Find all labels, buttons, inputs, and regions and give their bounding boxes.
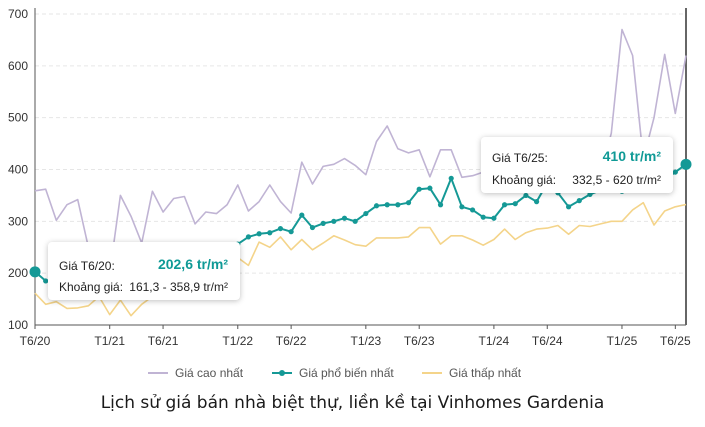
tooltip-right-value: 410 tr/m² (602, 148, 661, 164)
data-point (43, 278, 49, 284)
data-point (352, 218, 358, 224)
data-point (501, 202, 508, 208)
tooltip-right-range: 332,5 - 620 tr/m² (572, 173, 661, 187)
data-point (416, 186, 422, 192)
data-point (448, 175, 454, 181)
data-point (427, 185, 433, 191)
x-tick-label: T1/24 (479, 334, 510, 348)
data-point (512, 201, 518, 207)
data-point (288, 229, 294, 235)
data-point (320, 220, 326, 227)
data-point (533, 199, 540, 205)
data-point (587, 191, 593, 197)
y-tick-label: 400 (8, 163, 28, 177)
x-tick-label: T1/25 (607, 334, 638, 348)
tooltip-t6-25: Giá T6/25: 410 tr/m² Khoảng giá: 332,5 -… (481, 137, 673, 193)
data-point (29, 266, 41, 278)
tooltip-t6-20: Giá T6/20: 202,6 tr/m² Khoảng giá: 161,3… (48, 242, 240, 300)
data-point (491, 215, 497, 221)
tooltip-right-title: Giá T6/25: (492, 151, 548, 165)
data-point (566, 204, 572, 210)
data-point (469, 207, 476, 213)
x-tick-label: T1/21 (94, 334, 125, 348)
data-point (363, 210, 369, 217)
data-point (373, 203, 380, 209)
y-tick-label: 700 (8, 7, 28, 21)
legend-swatch-dot (279, 370, 285, 376)
tooltip-right-range-label: Khoảng giá: (492, 173, 557, 187)
data-point (341, 215, 348, 221)
x-tick-label: T6/20 (20, 334, 51, 348)
x-tick-label: T6/25 (660, 334, 691, 348)
legend-entry: Giá thấp nhất (449, 366, 522, 380)
data-point (672, 169, 678, 175)
data-point (277, 225, 284, 232)
series-line-2 (34, 201, 687, 317)
x-tick-label: T6/22 (276, 334, 307, 348)
data-point (395, 202, 401, 208)
data-point (256, 231, 262, 237)
data-point (480, 214, 486, 220)
data-point (459, 204, 465, 210)
y-tick-label: 500 (8, 111, 28, 125)
y-tick-label: 200 (8, 266, 28, 280)
data-point (309, 224, 316, 231)
tooltip-left-value: 202,6 tr/m² (157, 256, 228, 272)
x-tick-label: T6/24 (532, 334, 563, 348)
legend-entry: Giá phổ biến nhất (299, 366, 394, 380)
legend-entry: Giá cao nhất (175, 366, 244, 380)
data-point (523, 192, 529, 199)
data-point (245, 234, 252, 240)
data-point (437, 202, 444, 208)
data-point (299, 212, 305, 218)
y-tick-label: 600 (8, 59, 28, 73)
data-point (331, 218, 337, 224)
data-point (576, 198, 582, 204)
tooltip-left-range: 161,3 - 358,9 tr/m² (129, 280, 228, 294)
x-tick-label: T6/23 (404, 334, 435, 348)
chart-title: Lịch sử giá bán nhà biệt thự, liền kề tạ… (100, 393, 605, 413)
x-tick-label: T1/22 (222, 334, 253, 348)
tooltip-left-range-label: Khoảng giá: (59, 280, 124, 294)
data-point (267, 230, 273, 236)
data-point (405, 200, 412, 206)
y-tick-label: 100 (8, 318, 28, 332)
data-point (384, 202, 390, 208)
tooltip-left-title: Giá T6/20: (59, 259, 115, 273)
y-tick-label: 300 (8, 214, 28, 228)
x-tick-label: T1/23 (350, 334, 381, 348)
price-history-chart: 100 200 300 400 500 600 700 T6/20 T1/21 T6/21 T1/2… (8, 7, 692, 380)
data-point (680, 158, 692, 170)
x-tick-label: T6/21 (148, 334, 179, 348)
